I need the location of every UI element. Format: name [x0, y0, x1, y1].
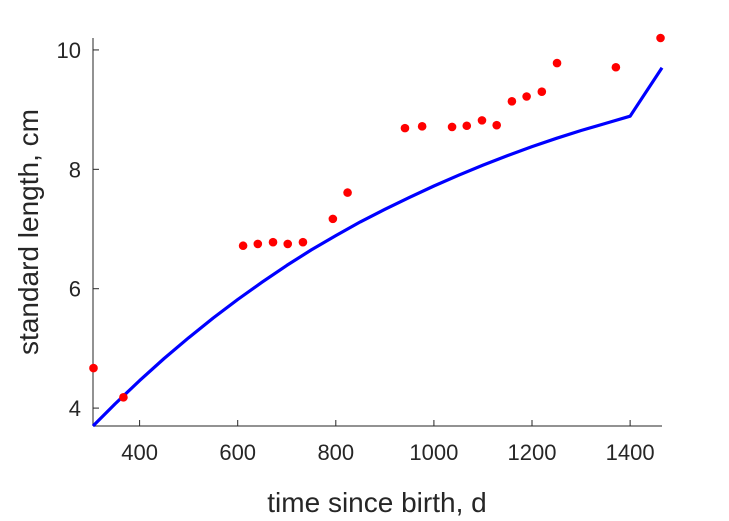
y-tick-label: 4 [69, 396, 81, 421]
x-tick-label: 1400 [606, 440, 655, 465]
data-point [268, 237, 278, 247]
data-point [477, 116, 487, 125]
x-tick-label: 800 [317, 440, 354, 465]
axes [92, 38, 662, 427]
data-point [552, 58, 562, 68]
x-tick-label: 600 [219, 440, 256, 465]
data-point [283, 239, 293, 249]
data-point [522, 92, 531, 101]
fit-curve [91, 66, 664, 428]
data-point [492, 120, 501, 130]
data-point [253, 239, 263, 249]
x-tick-label: 1000 [409, 440, 458, 465]
y-tick-label: 6 [69, 277, 81, 302]
y-axis-label: standard length, cm [13, 109, 44, 355]
data-point [119, 393, 128, 402]
data-point [238, 241, 248, 251]
data-point [298, 237, 308, 247]
data-point [400, 123, 410, 133]
x-tick-layer: 400 600 800 1000 1200 1400 [121, 420, 655, 465]
data-points-layer [89, 33, 665, 402]
data-point [462, 121, 472, 131]
data-point [328, 214, 338, 224]
data-point [611, 62, 621, 72]
data-point [89, 363, 98, 373]
data-point [656, 33, 665, 43]
data-point [343, 188, 352, 197]
x-axis-label: time since birth, d [267, 487, 486, 518]
data-point [447, 122, 457, 132]
y-tick-layer: 4 6 8 10 [57, 38, 99, 421]
x-tick-label: 1200 [508, 440, 557, 465]
data-point [537, 87, 547, 97]
fit-curve-layer [91, 66, 664, 428]
x-tick-label: 400 [121, 440, 158, 465]
data-point [417, 122, 427, 131]
y-tick-label: 10 [57, 38, 81, 63]
data-point [507, 96, 517, 106]
y-tick-label: 8 [69, 157, 81, 182]
